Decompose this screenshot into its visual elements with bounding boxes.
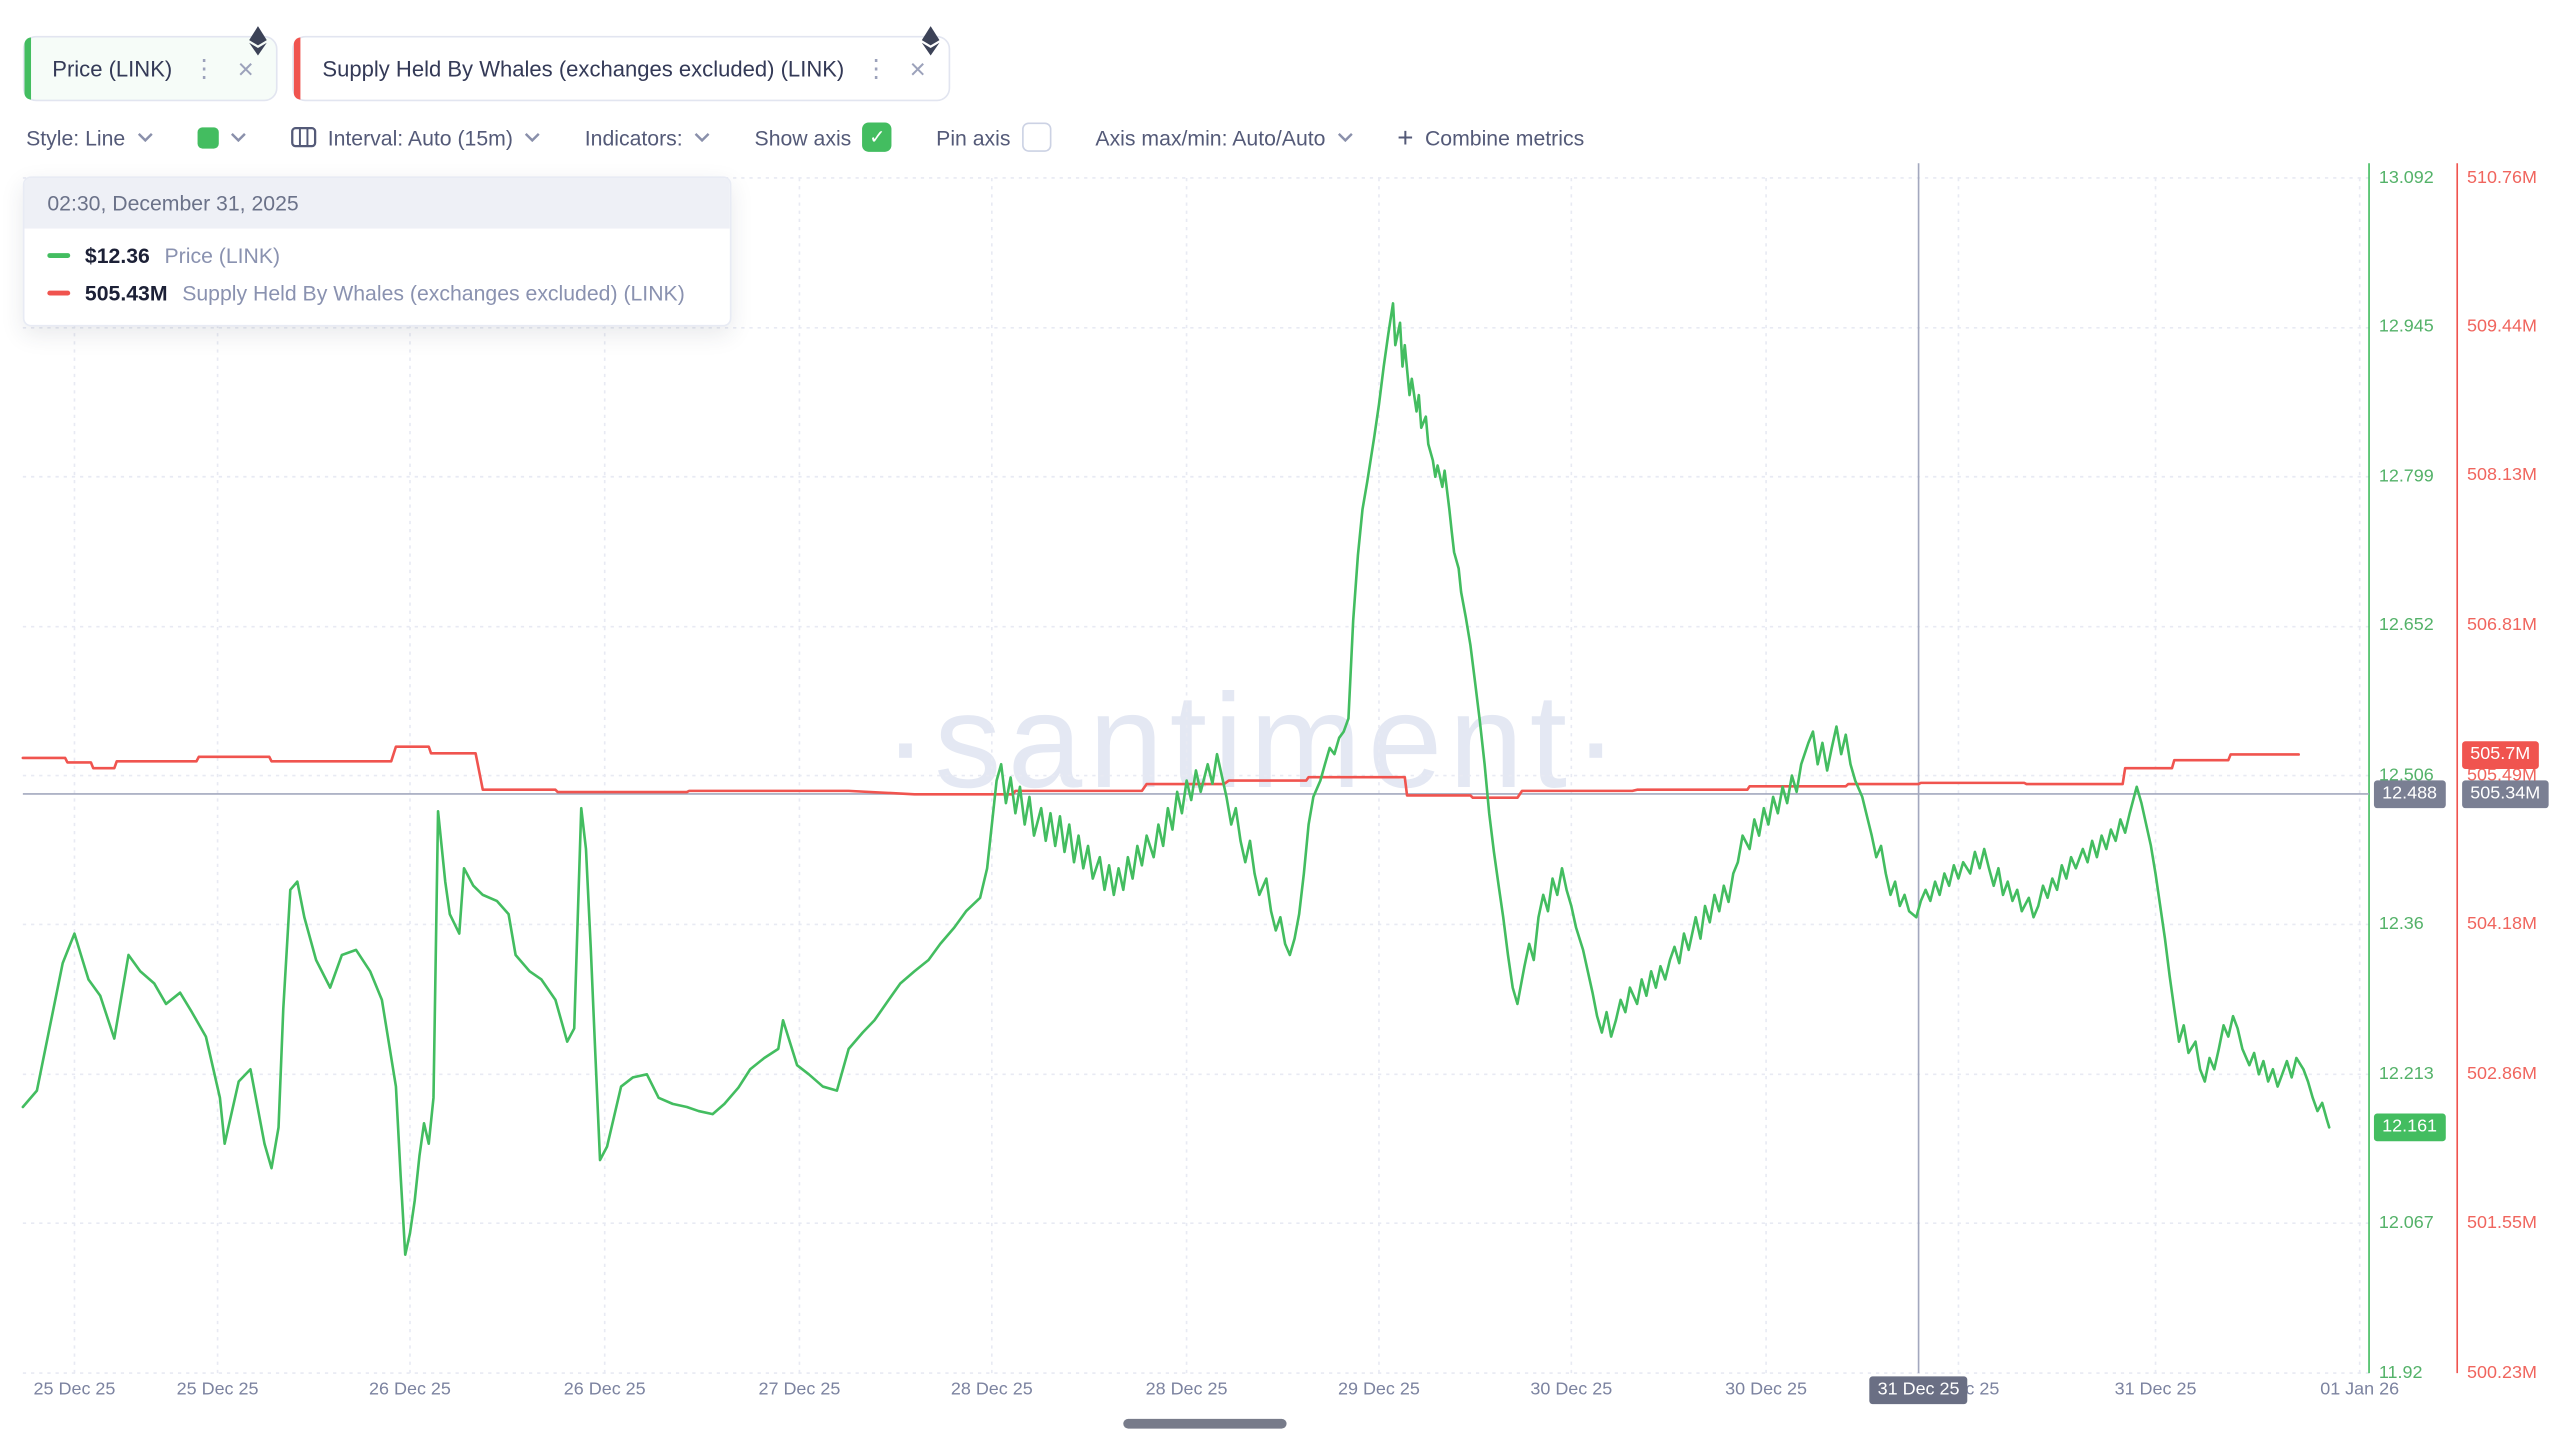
metric-color-dropdown[interactable] <box>197 126 246 148</box>
chart-tooltip: 02:30, December 31, 2025 $12.36 Price (L… <box>22 176 732 327</box>
tooltip-supply-value: 505.43M <box>84 280 168 306</box>
series-dash-icon <box>47 290 71 296</box>
pin-axis-checkbox[interactable] <box>1021 122 1052 152</box>
tooltip-row-price: $12.36 Price (LINK) <box>47 243 707 268</box>
kebab-menu-icon[interactable]: ⋮ <box>191 54 217 83</box>
combine-metrics-label: Combine metrics <box>1424 124 1585 150</box>
metric-accent-bar <box>294 37 302 100</box>
series-line-green <box>21 302 2331 1257</box>
horizontal-scrollbar-thumb[interactable] <box>1123 1418 1287 1429</box>
tooltip-body: $12.36 Price (LINK) 505.43M Supply Held … <box>24 229 729 325</box>
chevron-down-icon <box>694 133 710 143</box>
metric-tab-label: Price (LINK) <box>52 56 173 81</box>
style-dropdown[interactable]: Style: Line <box>26 125 153 149</box>
tooltip-supply-name: Supply Held By Whales (exchanges exclude… <box>182 280 685 306</box>
tooltip-timestamp: 02:30, December 31, 2025 <box>24 177 730 229</box>
color-swatch <box>197 126 219 148</box>
ethereum-icon <box>249 26 268 56</box>
axis-maxmin-label: Axis max/min: Auto/Auto <box>1095 124 1326 150</box>
show-axis-toggle[interactable]: Show axis ✓ <box>754 122 893 152</box>
metric-tab-price[interactable]: Price (LINK) ⋮ × <box>22 26 279 102</box>
axis-maxmin-dropdown[interactable]: Axis max/min: Auto/Auto <box>1095 125 1353 149</box>
combine-metrics-button[interactable]: + Combine metrics <box>1397 123 1584 151</box>
series-line-red <box>21 745 2300 800</box>
chevron-down-icon <box>525 133 540 143</box>
tooltip-price-name: Price (LINK) <box>164 243 281 268</box>
chevron-down-icon <box>137 133 153 143</box>
tooltip-row-supply: 505.43M Supply Held By Whales (exchanges… <box>47 281 707 305</box>
show-axis-label: Show axis <box>754 124 852 150</box>
pin-axis-toggle[interactable]: Pin axis <box>936 122 1052 152</box>
chevron-down-icon <box>1337 133 1353 143</box>
series-dash-icon <box>47 253 71 258</box>
interval-label: Interval: Auto (15m) <box>327 124 513 150</box>
interval-dropdown[interactable]: Interval: Auto (15m) <box>290 125 541 149</box>
kebab-menu-icon[interactable]: ⋮ <box>863 54 889 83</box>
metric-tabs: Price (LINK) ⋮ × Supply Held By Whales (… <box>22 26 951 102</box>
indicators-dropdown[interactable]: Indicators: <box>585 125 711 149</box>
indicators-label: Indicators: <box>584 124 683 150</box>
metric-accent-bar <box>24 37 32 100</box>
close-icon[interactable]: × <box>909 53 926 85</box>
ethereum-icon <box>921 26 940 56</box>
chart-toolbar: Style: Line Interval: Auto (15m) Indicat… <box>26 118 1584 157</box>
close-icon[interactable]: × <box>237 53 254 85</box>
tooltip-price-value: $12.36 <box>84 243 150 268</box>
interval-icon <box>290 127 316 148</box>
plus-icon: + <box>1397 121 1414 153</box>
metric-tab-whale-supply[interactable]: Supply Held By Whales (exchanges exclude… <box>292 26 951 102</box>
pin-axis-label: Pin axis <box>936 124 1011 150</box>
show-axis-checkbox[interactable]: ✓ <box>862 122 893 152</box>
chevron-down-icon <box>230 133 246 143</box>
style-label: Style: Line <box>26 124 126 150</box>
metric-tab-label: Supply Held By Whales (exchanges exclude… <box>322 56 845 81</box>
